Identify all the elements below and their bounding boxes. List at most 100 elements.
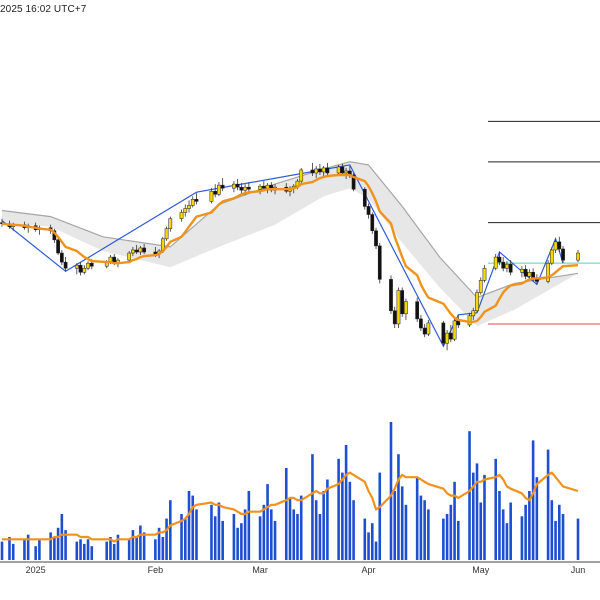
volume-bar	[82, 543, 86, 560]
volume-bar	[352, 500, 355, 560]
candle-body-up	[168, 218, 173, 229]
volume-bar	[501, 509, 505, 560]
candle	[239, 183, 244, 194]
volume-bar	[505, 523, 509, 560]
candle-body-up	[445, 332, 449, 344]
volume-bar	[468, 431, 471, 560]
volume-bar	[112, 543, 116, 560]
volume-bar	[471, 472, 475, 560]
candle	[235, 179, 240, 191]
volume-bar	[142, 532, 146, 560]
candle-body-up	[426, 322, 431, 335]
candle	[247, 182, 251, 193]
price-levels	[488, 120, 600, 325]
candle	[561, 245, 565, 264]
volume-bar	[79, 539, 82, 560]
candle-body-down	[415, 301, 420, 320]
volume-bar	[273, 520, 277, 560]
candle-body-down	[374, 230, 378, 247]
volume-bar	[258, 516, 262, 560]
candle-body-up	[478, 280, 483, 293]
candle	[232, 181, 236, 193]
candle-body-up	[321, 167, 326, 173]
volume-bar	[314, 500, 318, 560]
volume-bar	[75, 541, 79, 560]
candle-body-down	[523, 268, 528, 277]
volume-bar	[475, 463, 479, 560]
candle	[37, 225, 42, 235]
candle	[179, 209, 184, 222]
volume-bar	[266, 484, 269, 560]
zigzag-line	[1, 164, 564, 348]
volume-bar	[509, 502, 512, 560]
volume-bars	[0, 422, 580, 560]
candle-body-up	[138, 247, 143, 253]
candle	[314, 165, 319, 179]
volume-bar	[445, 514, 449, 560]
candle-body-up	[190, 199, 195, 206]
volume-bar	[393, 491, 397, 560]
volume-bar	[210, 504, 213, 560]
candle-body-up	[475, 292, 479, 312]
volume-bar	[292, 509, 296, 560]
volume-bar	[154, 539, 157, 560]
candle	[325, 162, 330, 177]
candle-body-up	[82, 267, 87, 273]
candle	[478, 277, 483, 295]
volume-bar	[23, 539, 26, 560]
candle	[370, 212, 375, 234]
candle	[220, 178, 225, 192]
candle-body-up	[493, 256, 498, 269]
candle	[336, 164, 341, 174]
candle	[501, 257, 506, 272]
candle-body-down	[448, 332, 453, 340]
candle-body-down	[134, 249, 139, 253]
volume-bar	[195, 509, 198, 560]
candle	[134, 244, 139, 255]
candle	[520, 266, 524, 278]
volume-bar	[337, 458, 340, 560]
candle	[168, 216, 173, 232]
volume-bar	[8, 537, 11, 560]
candle-body-down	[441, 322, 446, 344]
volume-bar	[400, 486, 404, 560]
volume-bar	[546, 449, 550, 560]
volume-bar	[139, 525, 142, 560]
volume-bar	[49, 532, 52, 560]
candle-body-down	[377, 245, 382, 280]
candle-body-down	[351, 174, 356, 190]
candle	[475, 289, 479, 313]
volume-bar	[64, 530, 67, 560]
volume-bar	[135, 537, 138, 560]
volume-bar	[535, 477, 539, 560]
candle	[190, 196, 195, 208]
candle-body-down	[392, 310, 397, 325]
volume-bar	[90, 546, 94, 560]
candle	[549, 246, 554, 266]
volume-bar	[344, 445, 348, 560]
candle-body-up	[520, 268, 524, 273]
candle-body-up	[232, 183, 236, 189]
volume-bar	[26, 534, 30, 560]
volume-bar	[34, 546, 37, 560]
candle	[183, 204, 188, 217]
candle	[505, 261, 509, 273]
chart-header-timestamp: 2025 16:02 UTC+7	[0, 4, 87, 15]
candle	[194, 193, 199, 205]
volume-bar	[11, 543, 15, 560]
candle	[138, 245, 143, 256]
candle	[404, 298, 408, 320]
candle-body-down	[239, 186, 244, 191]
candle-body-down	[419, 318, 423, 329]
volume-bar	[449, 504, 453, 560]
candle-body-up	[127, 252, 132, 261]
candle	[415, 297, 420, 322]
candle	[310, 162, 315, 177]
candle-body-up	[505, 263, 509, 269]
candle	[445, 330, 449, 351]
candle	[374, 227, 378, 249]
candle	[508, 260, 513, 276]
candle-body-up	[576, 252, 580, 261]
candle-body-down	[400, 290, 405, 315]
candle	[400, 287, 405, 317]
